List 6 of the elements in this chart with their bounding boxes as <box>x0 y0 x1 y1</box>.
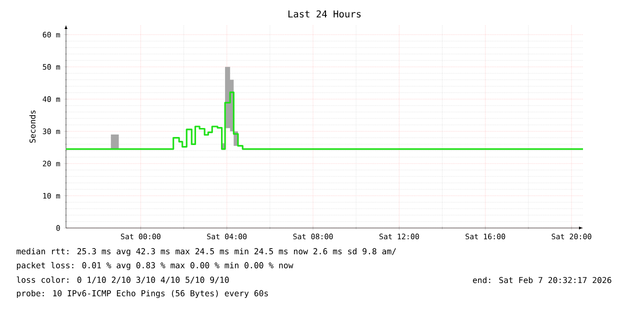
text: packet loss: 0.01 % avg 0.83 % max 0.00 % min 0.00 % now <box>16 262 294 270</box>
text: probe: 10 IPv6-ICMP Echo Pings (56 Bytes) every 60s <box>16 290 268 298</box>
text: median rtt: 25.3 ms avg 42.3 ms max 24.5 ms min 24.5 ms now 2.6 ms sd 9.8 am/ <box>16 248 396 256</box>
chart-title: Last 24 Hours <box>288 10 361 18</box>
text: end: Sat Feb 7 20:32:17 2026 <box>472 276 612 284</box>
text: loss color: 0 1/10 2/10 3/10 4/10 5/10 9/10 <box>16 276 229 284</box>
